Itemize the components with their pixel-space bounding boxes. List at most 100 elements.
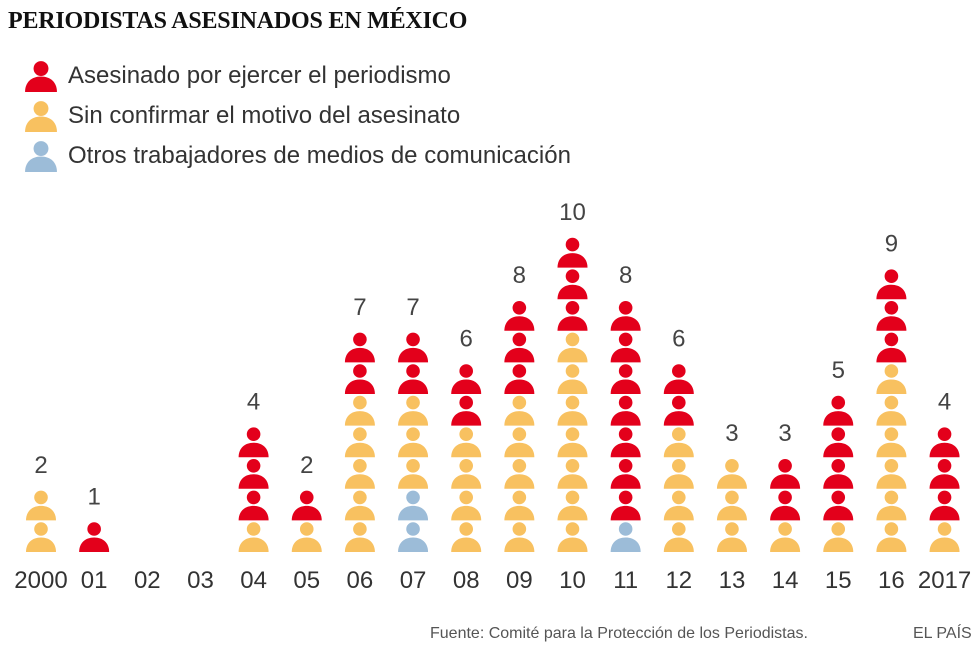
person-mark-unconfirmed bbox=[876, 459, 907, 489]
person-mark-unconfirmed bbox=[398, 459, 429, 489]
total-label: 7 bbox=[353, 294, 366, 321]
total-label: 2 bbox=[300, 452, 313, 479]
person-mark-unconfirmed bbox=[451, 522, 482, 552]
person-mark-unconfirmed bbox=[663, 459, 694, 489]
person-mark-unconfirmed bbox=[451, 427, 482, 458]
total-label: 10 bbox=[559, 199, 586, 226]
person-mark-journalism bbox=[610, 332, 641, 363]
person-mark-unconfirmed bbox=[451, 459, 482, 489]
total-label: 1 bbox=[87, 483, 100, 510]
person-mark-journalism bbox=[823, 395, 854, 426]
person-mark-unconfirmed bbox=[929, 522, 960, 552]
person-mark-unconfirmed bbox=[344, 490, 375, 521]
person-mark-unconfirmed bbox=[504, 427, 535, 458]
person-mark-unconfirmed bbox=[557, 522, 588, 552]
total-label: 4 bbox=[938, 389, 951, 416]
person-mark-unconfirmed bbox=[398, 427, 429, 458]
person-mark-journalism bbox=[557, 301, 588, 331]
person-mark-journalism bbox=[610, 395, 641, 426]
legend-item-journalism: Asesinado por ejercer el periodismo bbox=[24, 56, 571, 96]
legend: Asesinado por ejercer el periodismo Sin … bbox=[24, 56, 571, 176]
person-mark-journalism bbox=[557, 269, 588, 300]
person-mark-unconfirmed bbox=[557, 332, 588, 363]
person-mark-journalism bbox=[876, 269, 907, 300]
person-mark-journalism bbox=[876, 332, 907, 363]
person-mark-unconfirmed bbox=[876, 490, 907, 521]
brand-label: EL PAÍS bbox=[913, 625, 972, 642]
total-label: 5 bbox=[832, 357, 845, 384]
person-mark-unconfirmed bbox=[716, 522, 747, 552]
total-label: 8 bbox=[513, 262, 526, 289]
person-mark-journalism bbox=[557, 237, 588, 268]
person-mark-unconfirmed bbox=[504, 522, 535, 552]
x-tick-label: 16 bbox=[878, 567, 905, 594]
legend-item-unconfirmed: Sin confirmar el motivo del asesinato bbox=[24, 96, 571, 136]
x-tick-label: 03 bbox=[187, 567, 214, 594]
person-mark-journalism bbox=[238, 490, 269, 521]
person-mark-journalism bbox=[663, 395, 694, 426]
total-label: 3 bbox=[778, 420, 791, 447]
x-tick-label: 2017 bbox=[918, 567, 971, 594]
person-mark-journalism bbox=[770, 459, 801, 489]
person-mark-unconfirmed bbox=[663, 522, 694, 552]
x-tick-label: 10 bbox=[559, 567, 586, 594]
person-mark-media_workers bbox=[398, 490, 429, 521]
person-mark-journalism bbox=[610, 459, 641, 489]
total-label: 2 bbox=[34, 452, 47, 479]
x-tick-label: 05 bbox=[293, 567, 320, 594]
person-mark-journalism bbox=[451, 395, 482, 426]
person-mark-journalism bbox=[504, 364, 535, 394]
person-mark-journalism bbox=[451, 364, 482, 394]
person-mark-unconfirmed bbox=[504, 459, 535, 489]
x-tick-label: 12 bbox=[665, 567, 692, 594]
person-mark-journalism bbox=[610, 427, 641, 458]
person-mark-journalism bbox=[610, 364, 641, 394]
person-mark-journalism bbox=[823, 427, 854, 458]
person-mark-unconfirmed bbox=[557, 395, 588, 426]
person-mark-unconfirmed bbox=[344, 395, 375, 426]
person-mark-journalism bbox=[610, 301, 641, 331]
person-icon bbox=[25, 61, 57, 92]
person-mark-journalism bbox=[504, 332, 535, 363]
source-note: Fuente: Comité para la Protección de los… bbox=[430, 625, 808, 642]
person-mark-media_workers bbox=[398, 522, 429, 552]
total-label: 6 bbox=[460, 325, 473, 352]
x-tick-label: 13 bbox=[719, 567, 746, 594]
person-mark-journalism bbox=[344, 332, 375, 363]
x-tick-label: 11 bbox=[613, 567, 638, 594]
x-tick-label: 07 bbox=[400, 567, 427, 594]
person-mark-journalism bbox=[398, 364, 429, 394]
legend-label-journalism: Asesinado por ejercer el periodismo bbox=[68, 62, 451, 89]
person-mark-unconfirmed bbox=[344, 522, 375, 552]
person-mark-unconfirmed bbox=[876, 522, 907, 552]
x-tick-label: 14 bbox=[772, 567, 799, 594]
total-label: 6 bbox=[672, 325, 685, 352]
person-mark-unconfirmed bbox=[557, 459, 588, 489]
person-mark-unconfirmed bbox=[504, 395, 535, 426]
legend-label-unconfirmed: Sin confirmar el motivo del asesinato bbox=[68, 102, 461, 129]
person-mark-unconfirmed bbox=[398, 395, 429, 426]
person-mark-unconfirmed bbox=[344, 459, 375, 489]
person-mark-journalism bbox=[610, 490, 641, 521]
person-mark-unconfirmed bbox=[716, 459, 747, 489]
person-mark-unconfirmed bbox=[291, 522, 322, 552]
person-mark-unconfirmed bbox=[876, 364, 907, 394]
chart-title: PERIODISTAS ASESINADOS EN MÉXICO bbox=[8, 8, 468, 34]
person-mark-journalism bbox=[398, 332, 429, 363]
x-tick-label: 08 bbox=[453, 567, 480, 594]
person-mark-media_workers bbox=[610, 522, 641, 552]
person-mark-unconfirmed bbox=[663, 490, 694, 521]
person-mark-journalism bbox=[291, 490, 322, 521]
person-mark-unconfirmed bbox=[344, 427, 375, 458]
person-mark-unconfirmed bbox=[557, 364, 588, 394]
person-mark-unconfirmed bbox=[823, 522, 854, 552]
total-label: 3 bbox=[725, 420, 738, 447]
person-mark-unconfirmed bbox=[876, 395, 907, 426]
person-mark-journalism bbox=[929, 427, 960, 458]
person-mark-unconfirmed bbox=[663, 427, 694, 458]
person-mark-unconfirmed bbox=[716, 490, 747, 521]
x-tick-label: 01 bbox=[81, 567, 108, 594]
person-icon bbox=[25, 101, 57, 132]
person-mark-journalism bbox=[344, 364, 375, 394]
